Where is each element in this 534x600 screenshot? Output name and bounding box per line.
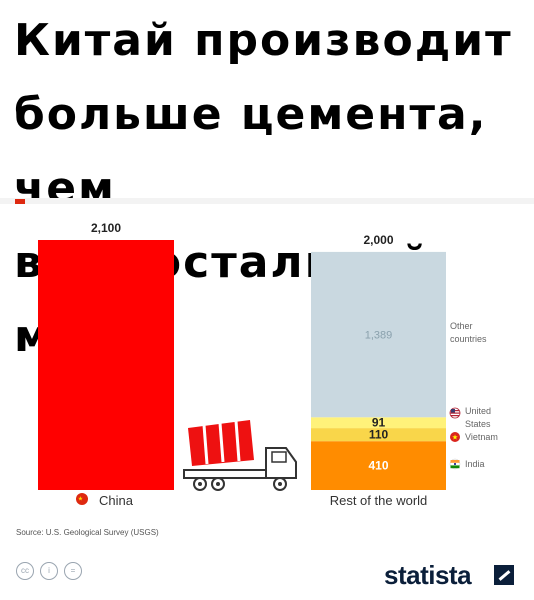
india-flag-icon bbox=[449, 458, 461, 470]
data-label-other-countries: 1,389 bbox=[365, 330, 393, 342]
bar-rest-of-the-world-vietnam bbox=[311, 428, 446, 442]
svg-text:★: ★ bbox=[452, 434, 458, 442]
statista-logo[interactable]: statista bbox=[384, 560, 472, 590]
legend-label: countries bbox=[450, 334, 487, 344]
total-label-china: 2,100 bbox=[91, 221, 121, 235]
bar-rest-of-the-world-united-states bbox=[311, 417, 446, 429]
total-label-rest-of-the-world: 2,000 bbox=[363, 233, 393, 247]
legend-label: United bbox=[465, 406, 491, 416]
statista-logo-mark-icon bbox=[494, 565, 514, 585]
creative-commons-icon[interactable]: cc bbox=[16, 562, 34, 580]
category-label-china: China bbox=[99, 493, 134, 508]
category-label-rest-of-the-world: Rest of the world bbox=[330, 493, 428, 508]
license-icons: cc i = bbox=[16, 562, 82, 580]
legend-label: States bbox=[465, 419, 491, 429]
data-label-united-states: 91 bbox=[372, 416, 386, 430]
china-flag-icon-clipped bbox=[15, 199, 25, 204]
svg-text:★: ★ bbox=[78, 496, 83, 503]
bar-rest-of-the-world-india bbox=[311, 441, 446, 490]
headline: Китай производит больше цемента, чем вес… bbox=[14, 15, 513, 362]
legend-label: Vietnam bbox=[465, 432, 498, 442]
legend-label: India bbox=[465, 459, 485, 469]
data-label-india: 410 bbox=[368, 459, 388, 473]
clipped-subtitle-strip bbox=[0, 198, 534, 204]
no-derivatives-icon[interactable]: = bbox=[64, 562, 82, 580]
legend-label: Other bbox=[450, 321, 473, 331]
bars-layer bbox=[38, 240, 446, 490]
vietnam-flag-icon: ★ bbox=[450, 432, 460, 442]
bar-rest-of-the-world-other-countries bbox=[311, 251, 446, 418]
source-note: Source: U.S. Geological Survey (USGS) bbox=[16, 528, 159, 537]
data-label-vietnam: 110 bbox=[369, 428, 389, 442]
china-flag-icon: ★ bbox=[76, 493, 88, 505]
info-icon[interactable]: i bbox=[40, 562, 58, 580]
us-flag-icon bbox=[449, 407, 461, 419]
cement-mixer-truck-icon bbox=[183, 420, 297, 491]
bar-china-china bbox=[38, 240, 174, 490]
legend-icons: ★ bbox=[449, 407, 461, 470]
